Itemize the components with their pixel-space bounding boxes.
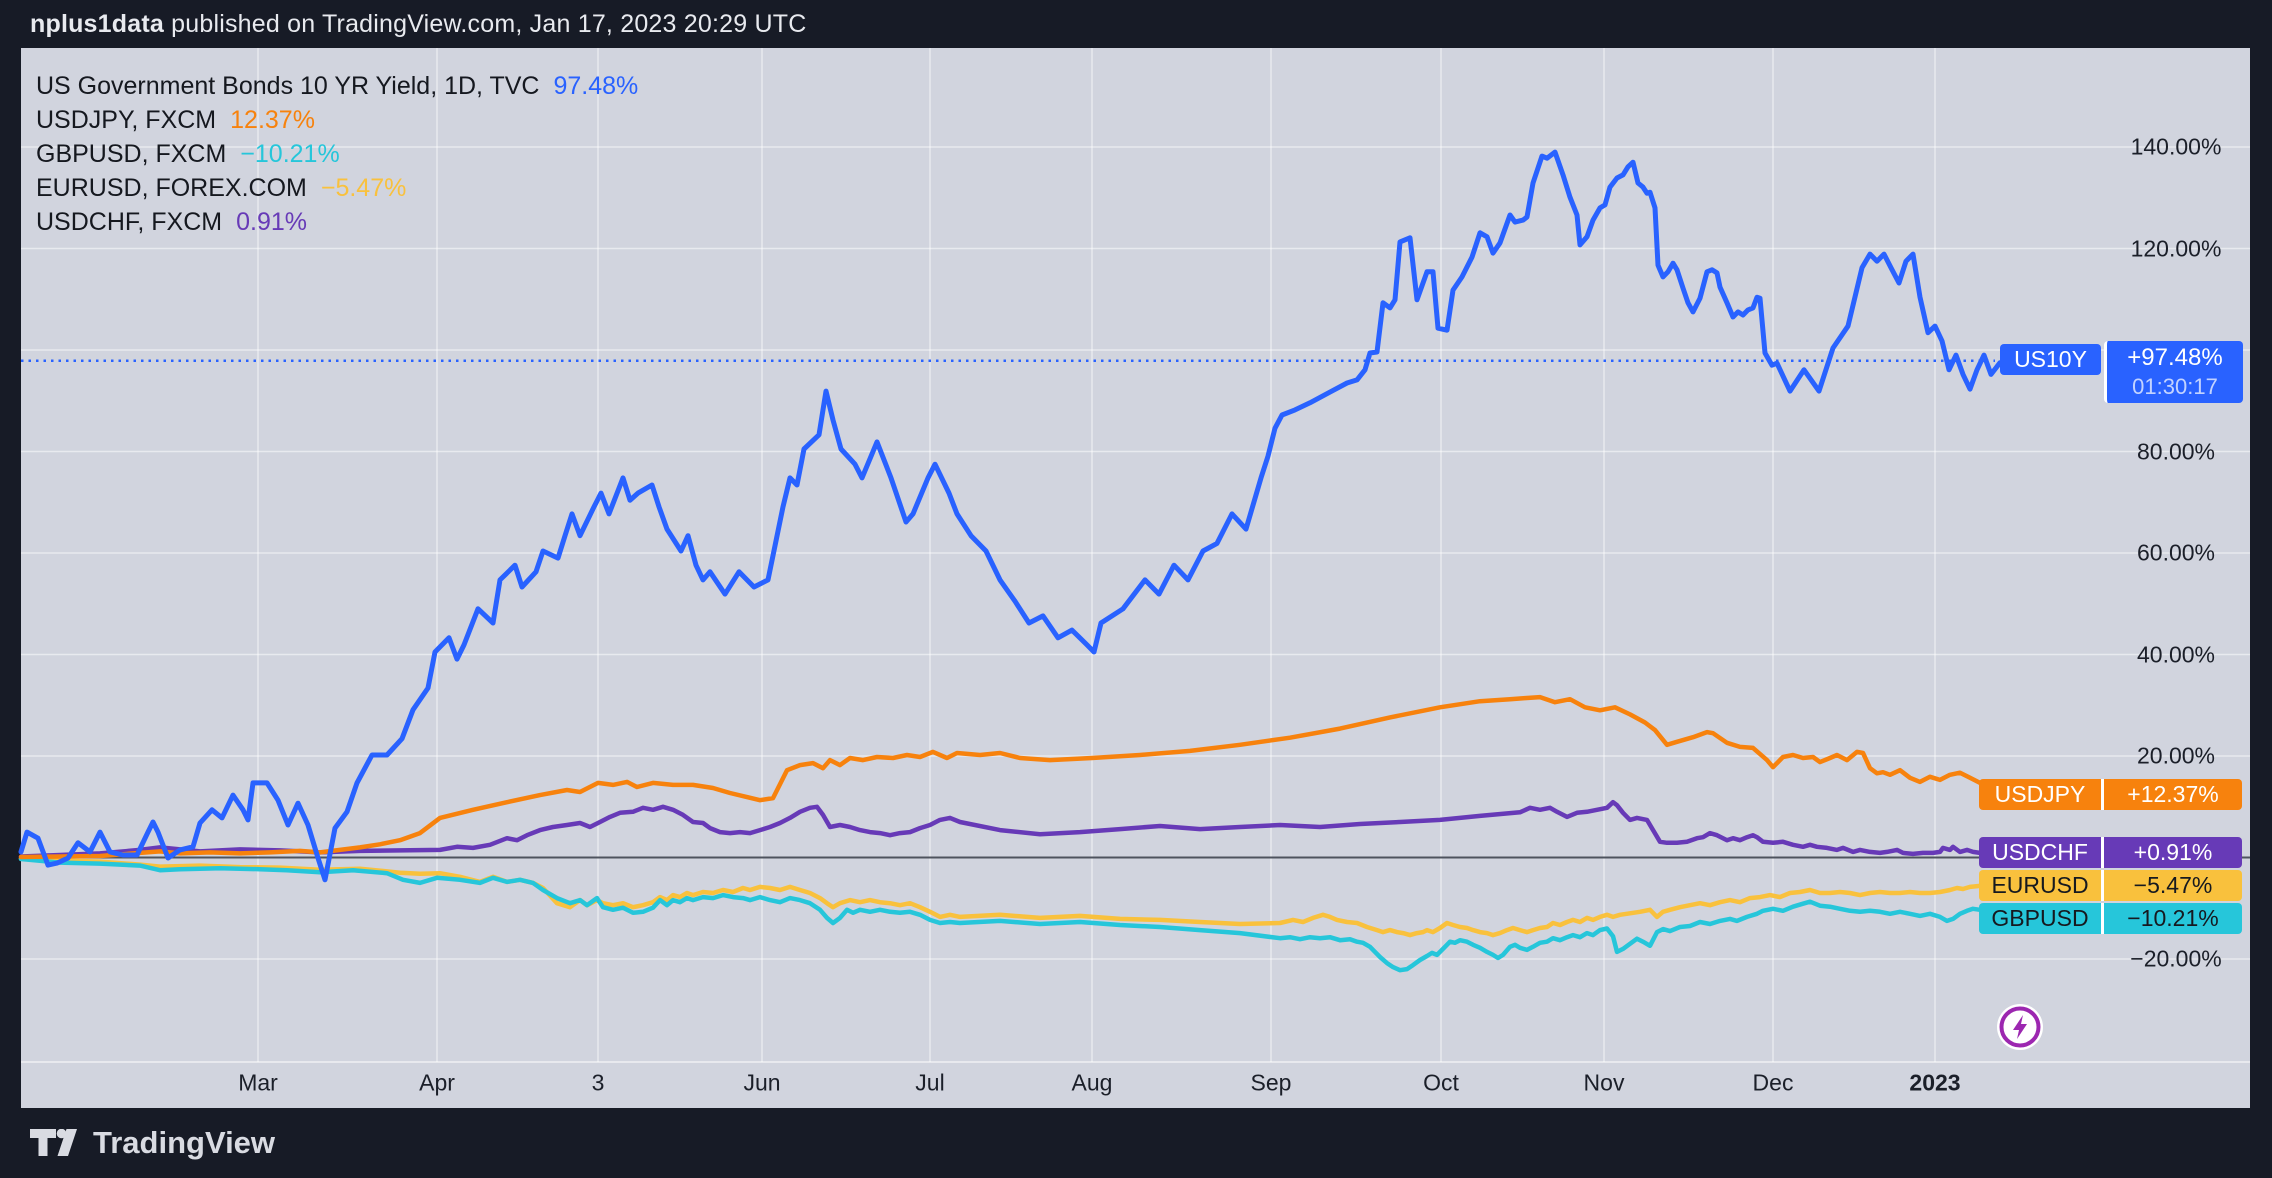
legend-change-value: −10.21%: [240, 139, 340, 168]
label-divider: [2101, 870, 2104, 901]
legend-label: USDJPY, FXCM: [36, 105, 217, 134]
x-tick-3: 3: [591, 1069, 605, 1096]
y-tick-140: 140.00%: [2130, 133, 2222, 160]
y-tick-80: 80.00%: [2136, 438, 2216, 465]
legend-label: US Government Bonds 10 YR Yield, 1D, TVC: [36, 71, 540, 100]
legend-change-value: 12.37%: [230, 105, 315, 134]
x-tick-Oct: Oct: [1423, 1069, 1459, 1096]
legend-row-gbpusd[interactable]: GBPUSD, FXCM −10.21%: [36, 137, 638, 171]
ticker-tag: GBPUSD: [1991, 905, 2089, 931]
x-tick-Aug: Aug: [1071, 1069, 1113, 1096]
flash-lightning-icon[interactable]: [1997, 1004, 2043, 1050]
legend-change-value: −5.47%: [320, 173, 407, 202]
legend: US Government Bonds 10 YR Yield, 1D, TVC…: [36, 69, 638, 239]
brand-name: TradingView: [93, 1125, 276, 1160]
price-value: −5.47%: [2133, 872, 2213, 898]
chart-background: [21, 48, 2250, 1108]
x-tick-Jul: Jul: [915, 1069, 945, 1096]
price-label-us10y-tag: US10Y: [2000, 344, 2101, 375]
legend-label: EURUSD, FOREX.COM: [36, 173, 307, 202]
price-label-us10y-value: +97.48% 01:30:17: [2104, 341, 2243, 403]
tradingview-logo-icon: [30, 1129, 77, 1156]
legend-row-usdjpy[interactable]: USDJPY, FXCM 12.37%: [36, 103, 638, 137]
legend-row-us10y[interactable]: US Government Bonds 10 YR Yield, 1D, TVC…: [36, 69, 638, 103]
x-tick-Mar: Mar: [238, 1069, 278, 1096]
y-tick--20: −20.00%: [2130, 945, 2222, 972]
x-tick-Sep: Sep: [1250, 1069, 1292, 1096]
y-tick-60: 60.00%: [2136, 539, 2216, 566]
legend-change-value: 0.91%: [236, 207, 307, 236]
legend-row-eurusd[interactable]: EURUSD, FOREX.COM −5.47%: [36, 171, 638, 205]
ticker-tag: USDJPY: [1994, 781, 2086, 807]
legend-label: GBPUSD, FXCM: [36, 139, 227, 168]
price-value: −10.21%: [2127, 905, 2219, 931]
publish-info: published on TradingView.com, Jan 17, 20…: [163, 9, 807, 38]
price-label-usdchf: USDCHF +0.91%: [1979, 837, 2242, 868]
footer-bar: TradingView: [30, 1108, 275, 1178]
price-label-usdjpy: USDJPY +12.37%: [1979, 779, 2242, 810]
legend-row-usdchf[interactable]: USDCHF, FXCM 0.91%: [36, 205, 638, 239]
price-value: +97.48%: [2127, 344, 2223, 371]
y-tick-120: 120.00%: [2130, 235, 2222, 262]
x-tick-2023: 2023: [1909, 1069, 1961, 1096]
price-label-gbpusd: GBPUSD −10.21%: [1979, 903, 2242, 934]
ticker-tag: USDCHF: [1992, 839, 2088, 865]
y-tick-40: 40.00%: [2136, 641, 2216, 668]
x-tick-Apr: Apr: [419, 1069, 455, 1096]
legend-change-value: 97.48%: [553, 71, 639, 100]
author-name: nplus1data: [30, 9, 164, 38]
bar-countdown: 01:30:17: [2132, 374, 2218, 399]
snapshot-header: nplus1data published on TradingView.com,…: [30, 0, 806, 48]
x-tick-Jun: Jun: [743, 1069, 781, 1096]
price-value: +0.91%: [2133, 839, 2213, 865]
legend-label: USDCHF, FXCM: [36, 207, 223, 236]
label-divider: [2101, 903, 2104, 934]
label-divider: [2101, 779, 2104, 810]
series-line-usdchf: [18, 799, 2003, 859]
series-line-gbpusd: [18, 856, 2003, 973]
x-tick-Dec: Dec: [1752, 1069, 1794, 1096]
label-divider: [2101, 837, 2104, 868]
y-tick-20: 20.00%: [2136, 742, 2216, 769]
ticker-tag: EURUSD: [1991, 872, 2089, 898]
series-line-us10y: [18, 149, 2003, 883]
price-label-eurusd: EURUSD −5.47%: [1979, 870, 2242, 901]
x-tick-Nov: Nov: [1583, 1069, 1625, 1096]
series-line-usdjpy: [18, 694, 2003, 860]
series-line-eurusd: [18, 856, 2003, 938]
price-value: +12.37%: [2127, 781, 2219, 807]
lightning-icon: [1997, 1004, 2043, 1050]
